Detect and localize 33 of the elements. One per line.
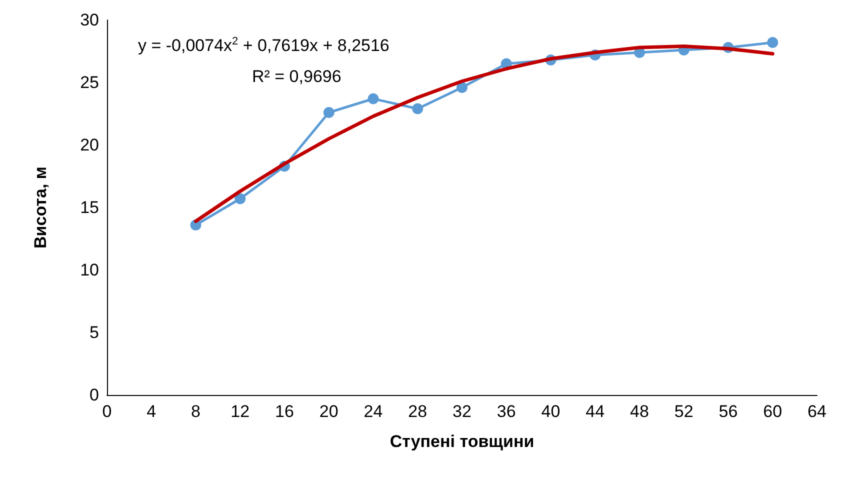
- x-tick-label: 20: [319, 402, 338, 421]
- y-tick-label: 30: [80, 10, 99, 30]
- x-tick-label: 60: [763, 402, 782, 421]
- y-tick-label: 20: [80, 136, 99, 154]
- x-tick-label: 4: [146, 402, 156, 421]
- y-tick-label: 5: [90, 323, 99, 342]
- point: [412, 103, 424, 114]
- y-tick-label: 0: [90, 386, 99, 404]
- point: [767, 37, 778, 48]
- x-tick-label: 32: [452, 402, 472, 421]
- x-tick-label: 56: [718, 402, 738, 421]
- point: [368, 93, 379, 104]
- y-tick-label: 25: [80, 73, 99, 92]
- x-tick-label: 12: [230, 402, 250, 421]
- x-tick-label: 8: [191, 402, 200, 421]
- y-axis-title: Висота, м: [31, 166, 50, 248]
- y-tick-label: 15: [80, 198, 99, 217]
- x-tick-label: 36: [496, 402, 516, 421]
- y-tick-label: 10: [80, 260, 99, 280]
- x-tick-label: 16: [275, 402, 294, 421]
- x-tick-label: 0: [102, 402, 112, 421]
- x-tick-label: 52: [674, 402, 694, 421]
- x-tick-label: 64: [808, 402, 826, 421]
- x-tick-label: 28: [408, 402, 428, 421]
- x-tick-label: 24: [364, 402, 383, 421]
- point: [234, 193, 246, 204]
- point: [323, 107, 334, 118]
- x-axis-title: Ступені товщини: [390, 432, 534, 451]
- x-tick-label: 44: [586, 402, 605, 421]
- x-tick-label: 40: [541, 402, 560, 421]
- annotation: R² = 0,9696: [252, 67, 342, 86]
- x-tick-label: 48: [630, 402, 649, 421]
- point: [456, 82, 468, 93]
